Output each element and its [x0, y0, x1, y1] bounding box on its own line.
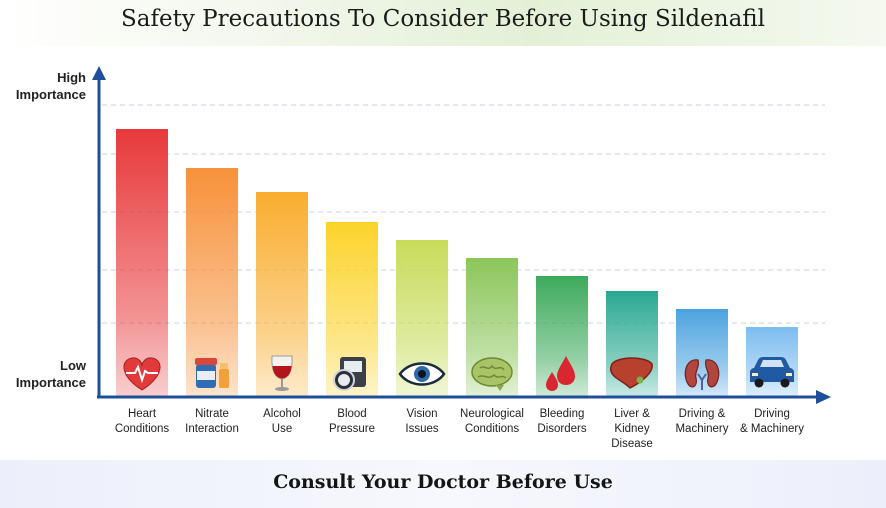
car-icon — [750, 357, 794, 388]
bar-4 — [326, 222, 378, 396]
bar-top-3 — [256, 192, 308, 195]
bar-top-10 — [746, 327, 798, 330]
x-tick-label-line: Use — [271, 423, 293, 435]
x-tick-label-1: Heart Conditions — [103, 407, 181, 437]
x-tick-label-line: Alcohol — [263, 408, 301, 420]
x-tick-label-7: Bleeding Disorders — [523, 407, 601, 437]
y-axis-high-label: High Importance — [6, 69, 86, 103]
x-tick-label-line: Issues — [405, 423, 439, 435]
bar-1 — [116, 129, 168, 396]
kidneys-icon — [684, 359, 720, 390]
heart-icon — [123, 357, 161, 391]
bar-7 — [536, 276, 588, 396]
x-tick-label-line: Driving — [754, 408, 790, 420]
x-tick-label-line: Conditions — [114, 423, 170, 435]
eye-icon — [398, 362, 446, 386]
y-axis-arrowhead — [92, 66, 106, 80]
x-tick-label-line: Disorders — [537, 423, 587, 435]
x-tick-label-line: Nitrate — [195, 408, 229, 420]
x-tick-label-line: Pressure — [328, 423, 376, 435]
x-tick-label-line: Bleeding — [539, 408, 585, 420]
bar-5 — [396, 240, 448, 396]
bar-top-2 — [186, 168, 238, 171]
bar-top-1 — [116, 129, 168, 132]
title-band — [0, 0, 886, 46]
blood-pressure-monitor-icon — [333, 357, 366, 391]
bar-top-4 — [326, 222, 378, 225]
y-low-line-2: Importance — [15, 375, 86, 390]
x-tick-label-line: Vision — [406, 408, 438, 420]
x-tick-label-line: Kidney — [614, 423, 650, 435]
footer-text: Consult Your Doctor Before Use — [273, 471, 613, 493]
x-tick-label-8: Liver & Kidney Disease — [593, 407, 671, 452]
bar-top-9 — [676, 309, 728, 312]
brain-icon — [471, 357, 513, 391]
x-tick-label-5: Vision Issues — [383, 407, 461, 437]
wine-glass-icon — [271, 355, 293, 391]
bar-top-8 — [606, 291, 658, 294]
x-tick-label-10: Driving & Machinery — [733, 407, 811, 437]
x-tick-label-4: Blood Pressure — [313, 407, 391, 437]
x-tick-label-9: Driving & Machinery — [663, 407, 741, 437]
x-tick-label-line: Neurological — [460, 408, 524, 420]
y-high-line-1: High — [57, 70, 86, 85]
bar-top-5 — [396, 240, 448, 243]
x-tick-label-3: Alcohol Use — [243, 407, 321, 437]
pill-bottle-icon — [195, 358, 229, 388]
y-high-line-2: Importance — [15, 87, 86, 102]
footer-band — [0, 460, 886, 508]
x-tick-label-line: Blood — [337, 408, 367, 420]
bar-2 — [186, 168, 238, 396]
x-tick-label-line: Heart — [127, 408, 157, 420]
x-tick-label-line: Interaction — [185, 423, 239, 435]
bar-3 — [256, 192, 308, 396]
blood-drops-icon — [546, 356, 575, 391]
x-tick-label-line: Disease — [611, 438, 653, 450]
x-axis-arrowhead — [816, 390, 831, 404]
x-tick-label-6: Neurological Conditions — [453, 407, 531, 437]
y-axis-low-label: Low Importance — [6, 357, 86, 391]
bar-chart — [92, 66, 831, 404]
chart-title: Safety Precautions To Consider Before Us… — [121, 6, 765, 32]
y-low-line-1: Low — [60, 358, 86, 373]
x-tick-label-line: Driving & — [678, 408, 726, 420]
bar-top-7 — [536, 276, 588, 279]
x-tick-label-line: & Machinery — [740, 423, 804, 435]
liver-icon — [609, 357, 653, 389]
x-tick-label-line: Liver & — [614, 408, 650, 420]
x-tick-label-line: Machinery — [675, 423, 729, 435]
x-tick-label-line: Conditions — [464, 423, 520, 435]
bar-top-6 — [466, 258, 518, 261]
x-tick-label-2: Nitrate Interaction — [173, 407, 251, 437]
chart-area — [0, 46, 886, 460]
